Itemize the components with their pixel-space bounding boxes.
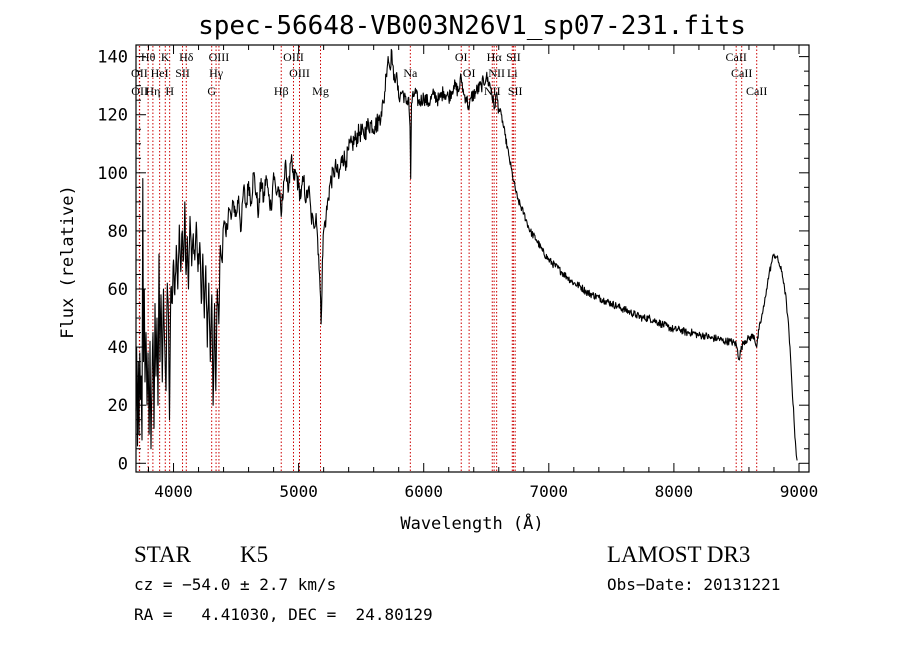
y-tick-label: 140 [97,48,128,68]
line-label: Hδ [179,50,194,64]
chart-title: spec-56648-VB003N26V1_sp07-231.fits [198,11,746,41]
redshift-readout: cz = −54.0 ± 2.7 km/s [134,575,336,594]
y-tick-label: 0 [118,454,128,474]
line-label: Hθ [141,50,156,64]
line-label: OII [131,66,148,80]
line-label: OIII [283,50,304,64]
coordinates-readout: RA = 4.41030, DEC = 24.80129 [134,605,433,624]
object-class: STAR [134,542,192,567]
line-label: NII [488,66,505,80]
line-label: OIII [289,66,310,80]
survey-name: LAMOST DR3 [607,542,750,567]
line-label: SII [508,84,523,98]
y-tick-label: 20 [108,396,128,416]
y-tick-label: 100 [97,164,128,184]
line-label: Mg [312,84,329,98]
x-tick-label: 6000 [404,482,443,501]
x-tick-label: 8000 [655,482,694,501]
line-label: K [161,50,170,64]
line-label: Hη [145,84,160,98]
x-tick-label: 5000 [279,482,318,501]
line-label: CaII [746,84,767,98]
y-tick-label: 60 [108,280,128,300]
line-label: Hα [487,50,503,64]
line-label: Hγ [209,66,224,80]
x-axis-label: Wavelength (Å) [400,512,543,534]
line-label: CaII [731,66,752,80]
y-axis-label: Flux (relative) [58,185,78,339]
x-axis: 4000 5000 6000 7000 8000 9000 [148,45,819,501]
y-tick-label: 80 [108,222,128,242]
x-tick-label: 4000 [154,482,193,501]
obs-date: Obs−Date: 20131221 [607,575,780,594]
line-label: SII [175,66,190,80]
line-label: Hβ [274,84,289,98]
line-label: OI [463,66,476,80]
line-label: Na [403,66,418,80]
line-label: Li [507,66,518,80]
line-label: OI [455,50,468,64]
line-label: HeI [151,66,169,80]
plot-frame [135,44,810,473]
line-label: H [165,84,174,98]
spectrum-line [135,48,798,461]
line-label: G [207,84,216,98]
y-tick-label: 40 [108,338,128,358]
object-subclass: K5 [240,542,268,567]
x-tick-label: 9000 [780,482,819,501]
line-label: OIII [209,50,230,64]
y-axis: 0 20 40 60 80 100 120 140 [97,48,809,474]
y-tick-label: 120 [97,106,128,126]
line-label: SII [506,50,521,64]
x-tick-label: 7000 [530,482,569,501]
line-label: CaII [726,50,747,64]
